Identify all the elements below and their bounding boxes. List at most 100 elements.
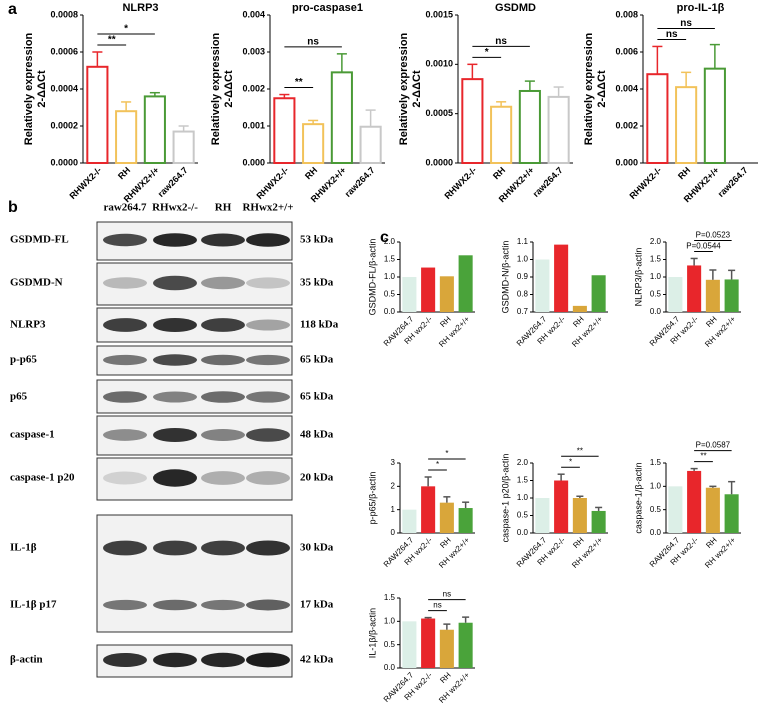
y-axis-label: IL-1β/β-actin <box>367 608 377 658</box>
bar <box>439 276 454 312</box>
blot-band <box>201 599 245 611</box>
size-label: 35 kDa <box>300 277 334 289</box>
blot-band <box>103 233 147 247</box>
blot-band <box>246 599 290 611</box>
significance-label: ns <box>443 590 451 599</box>
bar <box>458 622 473 668</box>
size-label: 20 kDa <box>300 472 334 484</box>
blot-band <box>103 277 147 289</box>
y-tick-label: 0.004 <box>615 83 638 93</box>
blot-band <box>201 471 245 485</box>
lane-label: raw264.7 <box>103 202 147 214</box>
blot-band <box>246 233 290 247</box>
y-tick-label: 0.5 <box>384 640 396 649</box>
y-tick-label: 0.0 <box>517 528 529 537</box>
row-label: IL-1β <box>10 542 37 554</box>
blot-band <box>246 471 290 485</box>
y-tick-label: 0.0002 <box>50 120 78 130</box>
y-tick-label: 2.0 <box>517 458 529 467</box>
row-label: β-actin <box>10 654 43 666</box>
blot-band <box>103 599 147 611</box>
blot-band <box>153 427 197 443</box>
y-tick-label: 0.0 <box>650 528 662 537</box>
size-label: 30 kDa <box>300 542 334 554</box>
significance-label: P=0.0523 <box>696 231 731 240</box>
blot-band <box>201 429 245 441</box>
panel-label: c <box>380 229 389 246</box>
bar <box>535 498 550 533</box>
chart-title: GSDMD <box>495 2 536 14</box>
row-label: p65 <box>10 391 28 403</box>
y-tick-label: 0.0000 <box>425 157 453 167</box>
y-tick-label: 0 <box>391 528 396 537</box>
y-tick-label: 0.7 <box>517 307 529 316</box>
row-label: caspase-1 p20 <box>10 472 75 484</box>
blot-band <box>201 391 245 403</box>
bar <box>458 255 473 312</box>
y-axis-label: 2-ΔΔCt <box>596 70 608 108</box>
blot-band <box>246 354 290 366</box>
y-tick-label: 0.000 <box>615 157 638 167</box>
y-axis-label: Relatively expression <box>583 32 595 145</box>
lane-label: RHwx2+/+ <box>242 202 293 214</box>
y-tick-label: 1.5 <box>650 458 662 467</box>
y-axis-label: 2-ΔΔCt <box>223 70 235 108</box>
size-label: 65 kDa <box>300 354 334 366</box>
blot-band <box>246 277 290 289</box>
y-axis-label: Relatively expression <box>398 32 410 145</box>
y-tick-label: 0.0005 <box>425 108 453 118</box>
y-axis-label: Relatively expression <box>23 32 35 145</box>
blot-band <box>103 471 147 485</box>
y-axis-label: caspase-1/β-actin <box>633 462 643 533</box>
size-label: 42 kDa <box>300 654 334 666</box>
lane-label: RH <box>215 202 232 214</box>
y-tick-label: 1.0 <box>384 272 396 281</box>
y-tick-label: 0.000 <box>242 157 265 167</box>
bar <box>668 277 683 312</box>
significance-label: ns <box>666 29 678 40</box>
y-axis-label: 2-ΔΔCt <box>36 70 48 108</box>
blot-band <box>153 354 197 366</box>
blot-band <box>201 540 245 556</box>
y-tick-label: 1.0 <box>650 272 662 281</box>
y-tick-label: 0.008 <box>615 9 638 19</box>
significance-label: * <box>485 47 489 58</box>
y-tick-label: 2.0 <box>650 237 662 246</box>
significance-label: ns <box>433 601 441 610</box>
y-tick-label: 1.0 <box>650 481 662 490</box>
significance-label: * <box>445 449 448 458</box>
bar <box>421 267 436 312</box>
bar <box>439 629 454 668</box>
y-tick-label: 0.0 <box>650 307 662 316</box>
y-axis-label: Relatively expression <box>210 32 222 145</box>
bar <box>687 265 702 312</box>
blot-band <box>246 652 290 668</box>
y-tick-label: 0.9 <box>517 272 529 281</box>
blot-band <box>153 540 197 556</box>
y-tick-label: 0.0010 <box>425 59 453 69</box>
row-label: caspase-1 <box>10 429 55 441</box>
y-tick-label: 0.0000 <box>50 157 78 167</box>
row-label: p-p65 <box>10 354 37 366</box>
row-label: IL-1β p17 <box>10 599 57 611</box>
blot-band <box>153 652 197 668</box>
blot-band <box>201 652 245 668</box>
y-tick-label: 0.0008 <box>50 9 78 19</box>
bar <box>724 279 739 312</box>
y-axis-label: caspase-1 p20/β-actin <box>500 454 510 543</box>
blot-band <box>103 391 147 403</box>
significance-label: P=0.0544 <box>686 242 721 251</box>
blot-band <box>153 275 197 291</box>
bar <box>724 494 739 533</box>
bar <box>439 502 454 533</box>
y-tick-label: 0.002 <box>242 83 265 93</box>
chart-title: pro-caspase1 <box>292 2 363 14</box>
blot-band <box>201 354 245 366</box>
y-tick-label: 0.5 <box>650 290 662 299</box>
y-tick-label: 0.004 <box>242 9 265 19</box>
row-label: GSDMD-N <box>10 277 63 289</box>
blot-band <box>246 319 290 331</box>
y-tick-label: 1.0 <box>517 493 529 502</box>
blot-frame <box>96 514 293 633</box>
